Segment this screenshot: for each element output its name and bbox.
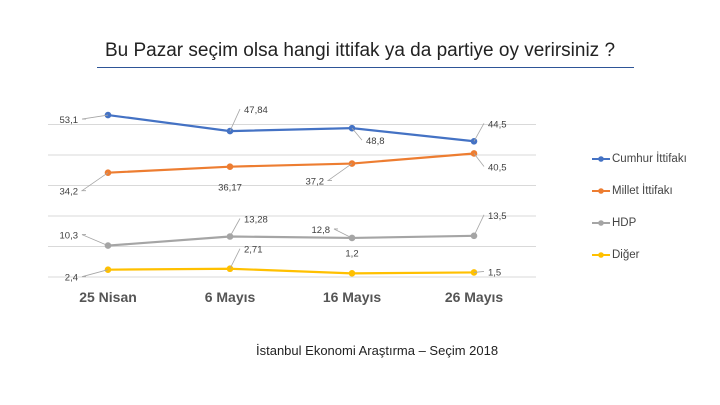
- data-label: 13,5: [488, 211, 507, 222]
- data-label: 12,8: [312, 225, 331, 236]
- series-line: [107, 267, 475, 275]
- label-leader-line: [81, 234, 109, 246]
- x-tick-label: 26 Mayıs: [445, 289, 504, 305]
- data-label: 2,4: [65, 273, 78, 284]
- label-leader-line: [81, 269, 109, 278]
- legend-label: Cumhur İttifakı: [612, 153, 687, 165]
- title-underline: [97, 67, 634, 68]
- data-label: 36,17: [218, 183, 242, 194]
- x-tick-label: 25 Nisan: [79, 289, 137, 305]
- data-point: [348, 270, 356, 277]
- legend-marker-icon: [592, 188, 610, 194]
- x-tick-label: 16 Mayıs: [323, 289, 382, 305]
- data-label: 37,2: [306, 177, 325, 188]
- data-label: 47,84: [244, 105, 268, 116]
- data-label: 1,5: [488, 267, 501, 278]
- data-label: 13,28: [244, 214, 268, 225]
- label-leader-line: [473, 123, 485, 142]
- data-label: 34,2: [60, 187, 79, 198]
- label-leader-line: [80, 172, 109, 192]
- label-leader-line: [229, 218, 241, 237]
- legend-marker-icon: [592, 252, 610, 258]
- data-label: 2,71: [244, 245, 263, 256]
- label-leader-line: [229, 248, 241, 269]
- chart-title: Bu Pazar seçim olsa hangi ittifak ya da …: [104, 40, 616, 61]
- data-label: 10,3: [60, 231, 79, 242]
- legend-label: Millet İttifakı: [612, 185, 673, 197]
- label-leader-line: [81, 114, 109, 120]
- series-line: [107, 152, 475, 174]
- source-footer: İstanbul Ekonomi Araştırma – Seçim 2018: [256, 343, 499, 358]
- label-leader-line: [333, 228, 353, 239]
- label-leader-line: [351, 127, 363, 141]
- legend-item: HDP: [592, 207, 687, 239]
- label-leader-line: [473, 214, 485, 236]
- label-leader-line: [473, 153, 485, 167]
- data-label: 40,5: [488, 162, 507, 173]
- x-tick-label: 6 Mayıs: [205, 289, 256, 305]
- legend-item: Cumhur İttifakı: [592, 143, 687, 175]
- legend-label: HDP: [612, 217, 637, 229]
- label-leader-line: [326, 163, 353, 181]
- data-point: [226, 163, 234, 170]
- legend-item: Diğer: [592, 239, 687, 271]
- legend-marker-icon: [592, 156, 610, 162]
- data-label: 44,5: [488, 119, 507, 130]
- data-label: 53,1: [60, 115, 79, 126]
- legend-label: Diğer: [612, 249, 640, 261]
- data-label: 48,8: [366, 136, 385, 147]
- data-label: 1,2: [345, 248, 358, 259]
- legend-item: Millet İttifakı: [592, 175, 687, 207]
- legend: Cumhur İttifakı Millet İttifakı HDP Diğer: [592, 143, 687, 271]
- legend-marker-icon: [592, 220, 610, 226]
- series-line: [107, 113, 475, 143]
- label-leader-line: [473, 271, 485, 273]
- series-line: [107, 234, 475, 247]
- label-leader-line: [229, 108, 241, 132]
